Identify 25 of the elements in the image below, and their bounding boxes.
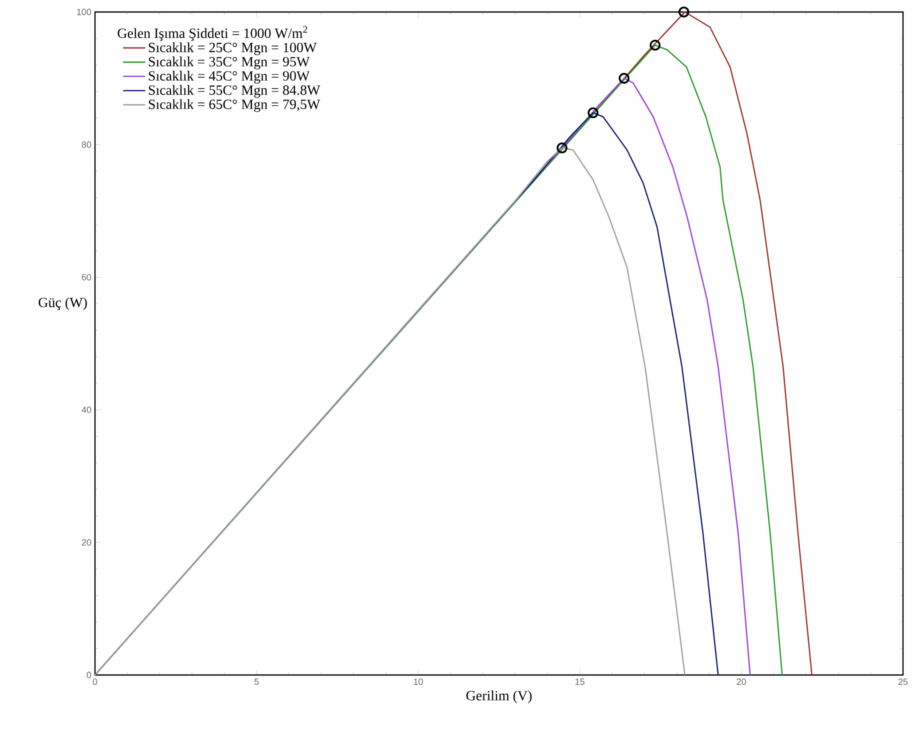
point	[650, 40, 661, 51]
x-tick-label: 10	[414, 678, 423, 685]
y-tick-label: 80	[82, 141, 92, 148]
legend-label: Sıcaklık = 25C° Mgn = 100W	[148, 42, 317, 56]
x-tick-label: 25	[898, 678, 908, 685]
legend-label: Sıcaklık = 55C° Mgn = 84.8W	[148, 84, 320, 98]
legend-label: Sıcaklık = 45C° Mgn = 90W	[148, 70, 310, 84]
y-tick-label: 60	[82, 274, 92, 280]
point	[678, 6, 690, 18]
y-tick-label: 40	[82, 406, 92, 413]
x-tick-label: 5	[254, 678, 259, 685]
point	[618, 72, 630, 84]
x-tick-label: 20	[736, 678, 746, 685]
x-axis-title: Gerilim (V)	[466, 690, 532, 704]
y-tick-label: 100	[77, 8, 92, 16]
legend-label: Sıcaklık = 65C° Mgn = 79,5W	[148, 99, 320, 112]
legend-label: Sıcaklık = 35C° Mgn = 95W	[148, 56, 310, 70]
x-tick-label: 0	[92, 678, 98, 685]
point	[588, 107, 598, 118]
legend-title: Gelen Işıma Şiddeti = 1000 W/m$^{2}$	[118, 26, 308, 41]
y-tick-label: 0	[86, 672, 92, 678]
x-tick-label: 15	[575, 678, 584, 685]
point	[556, 142, 568, 154]
y-axis-title: Güç (W)	[38, 297, 87, 310]
y-tick-label: 20	[82, 539, 92, 546]
